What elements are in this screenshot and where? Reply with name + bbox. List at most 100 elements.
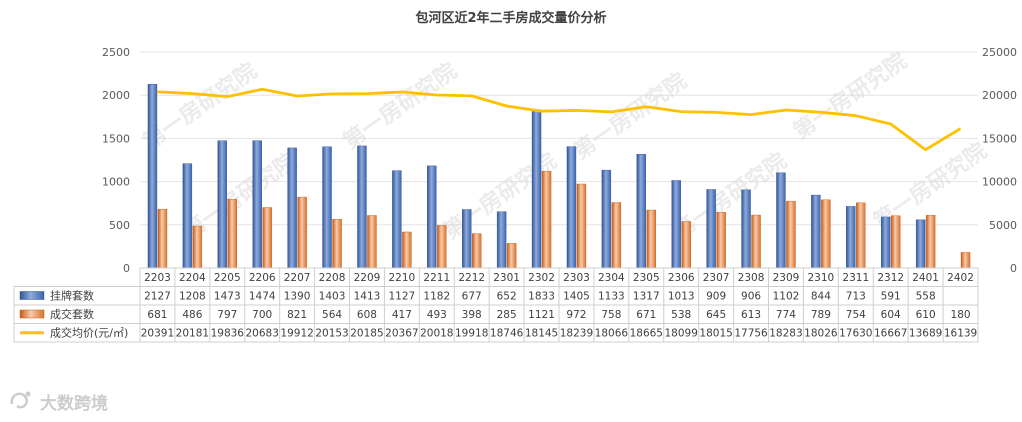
data-label: 20018 (420, 328, 453, 340)
data-label: 17630 (839, 328, 872, 340)
right-tick-label: 10000 (982, 176, 1017, 189)
bar-deal (157, 208, 168, 269)
bar-listing (671, 180, 681, 269)
right-tick-label: 20000 (982, 89, 1017, 102)
data-label: 1473 (214, 291, 241, 303)
x-tick-label: 2304 (598, 272, 625, 284)
watermark-text: 第一房研究院 (339, 58, 462, 155)
watermark-text: 第一房研究院 (569, 68, 692, 165)
data-label: 1390 (284, 291, 311, 303)
data-label: 909 (706, 291, 726, 303)
bar-listing (846, 206, 856, 269)
logo-text: 大数跨境 (40, 393, 108, 414)
data-label: 18015 (699, 328, 732, 340)
data-label: 652 (497, 291, 517, 303)
data-label: 1405 (563, 291, 590, 303)
data-label: 2127 (144, 291, 171, 303)
bar-deal (402, 231, 412, 269)
bar-listing (776, 172, 786, 269)
data-label: 604 (881, 309, 901, 321)
x-tick-label: 2206 (249, 272, 276, 284)
data-label: 1208 (179, 291, 206, 303)
data-label: 1121 (528, 309, 555, 321)
data-label: 18099 (665, 328, 698, 340)
data-label: 1102 (773, 291, 800, 303)
data-label: 16139 (944, 328, 977, 340)
data-label: 18066 (595, 328, 629, 340)
bar-deal (960, 252, 971, 269)
data-label: 677 (462, 291, 482, 303)
data-label: 20153 (315, 328, 348, 340)
data-label: 1413 (354, 291, 381, 303)
data-label: 713 (846, 291, 866, 303)
bar-listing (217, 140, 227, 269)
data-label: 613 (741, 309, 761, 321)
x-tick-label: 2302 (528, 272, 555, 284)
data-label: 1833 (528, 291, 555, 303)
data-label: 18239 (560, 328, 593, 340)
bar-deal (576, 183, 587, 269)
bar-deal (227, 198, 237, 269)
data-label: 18283 (769, 328, 802, 340)
x-tick-label: 2303 (563, 272, 590, 284)
bar-deal (472, 233, 482, 269)
x-tick-label: 2310 (808, 272, 835, 284)
x-tick-label: 2203 (144, 272, 171, 284)
x-tick-label: 2306 (668, 272, 695, 284)
data-label: 20185 (350, 328, 383, 340)
x-tick-label: 2305 (633, 272, 660, 284)
x-tick-label: 2204 (179, 272, 206, 284)
right-axis: 0 5000 10000 15000 20000 25000 (982, 46, 1017, 275)
data-label: 285 (497, 309, 517, 321)
x-tick-label: 2301 (493, 272, 520, 284)
bar-deal (891, 215, 901, 269)
x-tick-label: 2307 (703, 272, 730, 284)
bar-deal (262, 207, 272, 269)
bar-deal (332, 219, 342, 269)
x-tick-label: 2207 (284, 272, 311, 284)
x-tick-label: 2208 (319, 272, 346, 284)
data-label: 789 (811, 309, 831, 321)
data-label: 1403 (319, 291, 346, 303)
data-label: 493 (427, 309, 447, 321)
bar-deal (541, 170, 552, 269)
data-label: 821 (287, 309, 307, 321)
data-label: 180 (951, 309, 971, 321)
legend-label: 成交均价(元/㎡) (50, 326, 128, 340)
data-label: 774 (776, 309, 796, 321)
data-label: 610 (916, 309, 936, 321)
data-label: 1182 (423, 291, 450, 303)
bar-listing (427, 165, 437, 269)
data-label: 1127 (389, 291, 416, 303)
bar-deal (681, 221, 691, 269)
bar-listing (252, 140, 262, 269)
data-label: 18145 (525, 328, 558, 340)
bar-deal (821, 199, 831, 269)
price-line-path (157, 87, 962, 152)
left-tick-label: 2500 (102, 46, 130, 59)
right-tick-label: 25000 (982, 46, 1017, 59)
bar-listing (741, 189, 751, 269)
bar-deal (437, 225, 447, 269)
data-label: 486 (182, 309, 202, 321)
watermark-text: 第一房研究院 (789, 48, 912, 145)
data-label: 20367 (385, 328, 418, 340)
bar-deal (367, 215, 377, 269)
data-label: 19836 (211, 328, 245, 340)
data-table: 2203 2204 2205 2206 2207 2208 2209 2210 2211 2212… (13, 267, 979, 343)
data-label: 754 (846, 309, 866, 321)
bar-listing (915, 219, 926, 269)
bar-deal (506, 243, 517, 269)
data-label: 972 (566, 309, 586, 321)
left-tick-label: 2000 (102, 89, 130, 102)
bar-listing (357, 145, 367, 269)
x-tick-label: 2312 (877, 272, 904, 284)
x-tick-label: 2209 (354, 272, 381, 284)
logo-swirl-icon (10, 391, 31, 409)
data-label: 671 (636, 309, 656, 321)
data-label: 20181 (176, 328, 209, 340)
data-label: 20683 (246, 328, 279, 340)
legend-key-bar (19, 309, 45, 319)
bar-listing (496, 211, 507, 269)
